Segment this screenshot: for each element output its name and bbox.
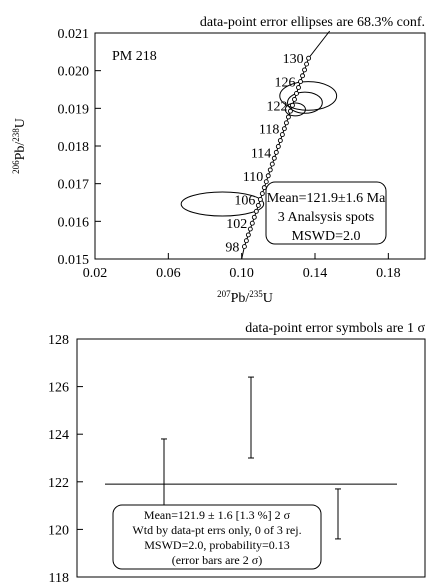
concordia-age-dot <box>251 214 257 220</box>
error-ellipse <box>284 102 306 117</box>
concordia-title: data-point error ellipses are 68.3% conf… <box>200 15 425 30</box>
concordia-age-dot <box>298 79 303 85</box>
concordia-x-axis: 0.02 0.06 0.10 0.14 0.18 <box>83 253 401 281</box>
concordia-age-dot <box>302 67 307 73</box>
concordia-x-tick-label: 0.10 <box>229 266 254 281</box>
concordia-age-dot <box>255 202 261 208</box>
concordia-y-tick-label: 0.020 <box>58 65 90 80</box>
weighted-mean-annotation-box <box>112 504 322 570</box>
concordia-age-dot <box>279 132 285 138</box>
concordia-age-dot <box>267 167 273 173</box>
concordia-age-dot <box>269 161 275 167</box>
concordia-age-dot <box>263 179 269 185</box>
concordia-age-dot <box>259 191 265 197</box>
concordia-age-dot <box>243 238 249 244</box>
concordia-chart: data-point error ellipses are 68.3% conf… <box>11 15 426 306</box>
weighted-mean-y-tick-label: 118 <box>49 571 69 584</box>
concordia-age-dot <box>241 244 247 250</box>
weighted-mean-plot-frame <box>76 338 426 578</box>
concordia-y-tick-label: 0.017 <box>58 178 90 193</box>
concordia-y-label: 206Pb/238U <box>11 118 28 174</box>
concordia-y-tick-label: 0.015 <box>58 253 90 268</box>
concordia-y-tick-label: 0.019 <box>58 102 90 117</box>
weighted-mean-annotation-mean: Mean=121.9 ± 1.6 [1.3 %] 2 σ <box>144 508 291 522</box>
concordia-age-dot <box>273 149 279 155</box>
concordia-age-label: 114 <box>251 146 271 161</box>
weighted-mean-y-tick-label: 128 <box>48 333 69 348</box>
concordia-age-dot <box>285 114 291 120</box>
concordia-age-label: 110 <box>243 170 263 185</box>
concordia-age-dot <box>247 226 253 232</box>
concordia-age-dot <box>271 155 277 161</box>
weighted-mean-annotation-errorbars: (error bars are 2 σ) <box>172 553 262 567</box>
concordia-age-dot <box>296 85 301 90</box>
weighted-mean-y-tick-label: 124 <box>48 428 69 443</box>
concordia-age-dot <box>253 208 259 214</box>
concordia-x-tick-label: 0.06 <box>156 266 181 281</box>
concordia-y-tick-label: 0.018 <box>58 140 90 155</box>
concordia-age-dot <box>245 232 251 238</box>
concordia-age-dot <box>283 120 289 126</box>
concordia-annotation-mswd: MSWD=2.0 <box>292 229 361 244</box>
error-ellipse <box>287 91 323 114</box>
concordia-y-tick-label: 0.021 <box>58 27 90 42</box>
concordia-age-dot <box>287 108 293 114</box>
concordia-age-dot <box>281 126 287 132</box>
concordia-x-tick-label: 0.18 <box>376 266 401 281</box>
concordia-age-label: 122 <box>266 99 287 114</box>
concordia-age-label: 98 <box>225 241 239 256</box>
error-ellipse <box>180 191 265 217</box>
error-ellipse <box>279 81 338 111</box>
concordia-age-label: 118 <box>259 123 279 138</box>
concordia-age-label: 102 <box>226 217 247 232</box>
concordia-x-tick-label: 0.14 <box>303 266 328 281</box>
weighted-mean-title: data-point error symbols are 1 σ <box>245 321 425 336</box>
concordia-annotation-box <box>265 181 387 245</box>
concordia-x-tick-label: 0.02 <box>83 266 108 281</box>
concordia-age-dot <box>290 102 295 108</box>
concordia-annotation-spots: 3 Analsysis spots <box>278 210 374 225</box>
concordia-age-dot <box>292 96 297 102</box>
weighted-mean-annotation-weighting: Wtd by data-pt errs only, 0 of 3 rej. <box>132 523 301 537</box>
concordia-age-label: 126 <box>275 76 296 91</box>
weighted-mean-annotation-mswd: MSWD=2.0, probability=0.13 <box>144 538 290 552</box>
concordia-y-axis: 0.015 0.016 0.017 0.018 0.019 0.020 0.021 <box>58 27 101 268</box>
concordia-x-label: 207Pb/235U <box>217 289 273 306</box>
concordia-annotation-mean: Mean=121.9±1.6 Ma <box>267 191 386 206</box>
weighted-mean-y-tick-label: 126 <box>48 381 69 396</box>
concordia-age-dot <box>249 220 255 226</box>
weighted-mean-chart: data-point error symbols are 1 σ 1181201… <box>48 321 426 584</box>
concordia-age-dot <box>257 197 263 202</box>
concordia-age-dot <box>304 61 310 67</box>
concordia-age-label: 106 <box>234 193 255 208</box>
concordia-age-dot <box>277 138 283 143</box>
concordia-age-label: 130 <box>283 52 304 67</box>
concordia-age-dot <box>306 55 312 61</box>
sample-label: PM 218 <box>112 49 157 64</box>
weighted-mean-y-tick-label: 120 <box>48 523 69 538</box>
error-ellipses <box>180 81 338 217</box>
concordia-age-dot <box>275 144 281 149</box>
weighted-mean-y-tick-label: 122 <box>48 476 69 491</box>
concordia-age-dot <box>265 173 271 179</box>
concordia-age-dot <box>294 91 299 96</box>
concordia-age-markers: 98 102 106 110 114 118 122 126 130 <box>225 52 312 256</box>
weighted-mean-y-axis: 118 120 122 124 126 128 <box>48 333 83 584</box>
concordia-y-tick-label: 0.016 <box>58 215 90 230</box>
concordia-age-dot <box>300 73 305 79</box>
